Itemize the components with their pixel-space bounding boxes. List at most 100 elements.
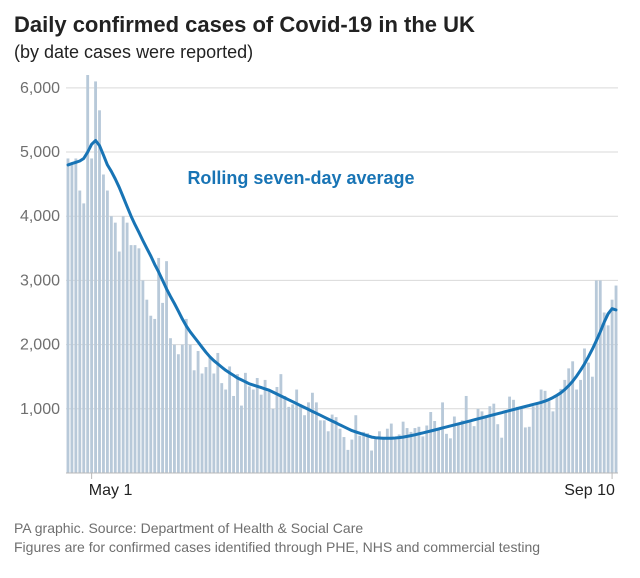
bar — [595, 280, 598, 473]
x-tick-label: May 1 — [89, 482, 133, 499]
bar — [323, 420, 326, 473]
y-tick-label: 3,000 — [20, 272, 60, 289]
bar — [256, 378, 259, 473]
bar — [374, 438, 377, 473]
bar — [74, 158, 77, 473]
bar — [461, 420, 464, 473]
bar — [484, 415, 487, 473]
bar — [354, 415, 357, 473]
bar — [528, 427, 531, 473]
bar — [189, 345, 192, 473]
bar — [421, 436, 424, 473]
bar — [177, 354, 180, 473]
chart-footer: PA graphic. Source: Department of Health… — [14, 519, 630, 557]
bar — [197, 351, 200, 473]
bar — [544, 391, 547, 473]
bar — [252, 390, 255, 473]
bar — [319, 420, 322, 473]
bar — [473, 426, 476, 473]
bar — [386, 429, 389, 473]
bar — [366, 433, 369, 473]
bar — [587, 363, 590, 473]
bar — [98, 110, 101, 473]
bar — [390, 424, 393, 473]
bar — [169, 338, 172, 473]
bar — [173, 345, 176, 473]
bar — [481, 411, 484, 473]
bar — [130, 245, 133, 473]
bar — [106, 191, 109, 473]
chart-subtitle: (by date cases were reported) — [14, 42, 630, 63]
bar — [615, 286, 618, 473]
bar — [236, 374, 239, 473]
bar — [524, 427, 527, 473]
bar — [114, 223, 117, 473]
chart-title: Daily confirmed cases of Covid-19 in the… — [14, 12, 630, 38]
bar — [248, 386, 251, 473]
bar — [335, 417, 338, 473]
bar — [599, 280, 602, 473]
bar — [145, 300, 148, 473]
bar — [126, 223, 129, 473]
bar — [607, 325, 610, 473]
bar — [141, 280, 144, 473]
bar — [181, 345, 184, 473]
bar — [559, 389, 562, 473]
bar — [579, 380, 582, 473]
bar — [520, 409, 523, 473]
bar — [555, 396, 558, 473]
y-tick-label: 6,000 — [20, 80, 60, 97]
bar — [86, 75, 89, 473]
bar — [201, 374, 204, 474]
bar — [276, 387, 279, 473]
bar — [303, 415, 306, 473]
bar — [382, 437, 385, 473]
bar — [134, 245, 137, 473]
x-tick-label: Sep 10 — [564, 482, 615, 499]
bar — [122, 216, 125, 473]
bar — [500, 438, 503, 473]
bar — [504, 411, 507, 473]
bar — [228, 366, 231, 473]
footer-note: Figures are for confirmed cases identifi… — [14, 538, 630, 557]
bar — [394, 440, 397, 473]
bar — [102, 175, 105, 474]
bar — [402, 422, 405, 473]
bar — [575, 390, 578, 473]
bar — [410, 432, 413, 473]
bar — [279, 374, 282, 473]
bar — [153, 319, 156, 473]
bar — [358, 436, 361, 473]
y-tick-label: 1,000 — [20, 401, 60, 418]
bar — [240, 406, 243, 473]
bar — [398, 434, 401, 473]
bar — [110, 216, 113, 473]
bar — [346, 450, 349, 473]
bar — [70, 165, 73, 473]
chart-area: 1,000 2,000 3,000 4,000 5,000 6,000 May 1 Sep 1… — [14, 69, 628, 501]
bar — [287, 407, 290, 473]
bar — [260, 395, 263, 473]
bar — [216, 353, 219, 473]
bar — [441, 402, 444, 473]
bar — [339, 429, 342, 473]
bar — [138, 248, 141, 473]
y-tick-label: 5,000 — [20, 144, 60, 161]
bar — [149, 316, 152, 473]
y-tick-label: 4,000 — [20, 208, 60, 225]
bar — [532, 406, 535, 473]
bar — [465, 396, 468, 473]
bar — [264, 380, 267, 473]
bar — [291, 404, 294, 473]
bar — [208, 357, 211, 473]
y-tick-label: 2,000 — [20, 337, 60, 354]
bar — [552, 411, 555, 473]
bar — [350, 440, 353, 473]
bar — [469, 422, 472, 473]
bar — [299, 404, 302, 473]
bar — [82, 203, 85, 473]
bar — [445, 434, 448, 473]
bar — [516, 407, 519, 473]
footer-source: PA graphic. Source: Department of Health… — [14, 519, 630, 538]
bar — [212, 374, 215, 474]
